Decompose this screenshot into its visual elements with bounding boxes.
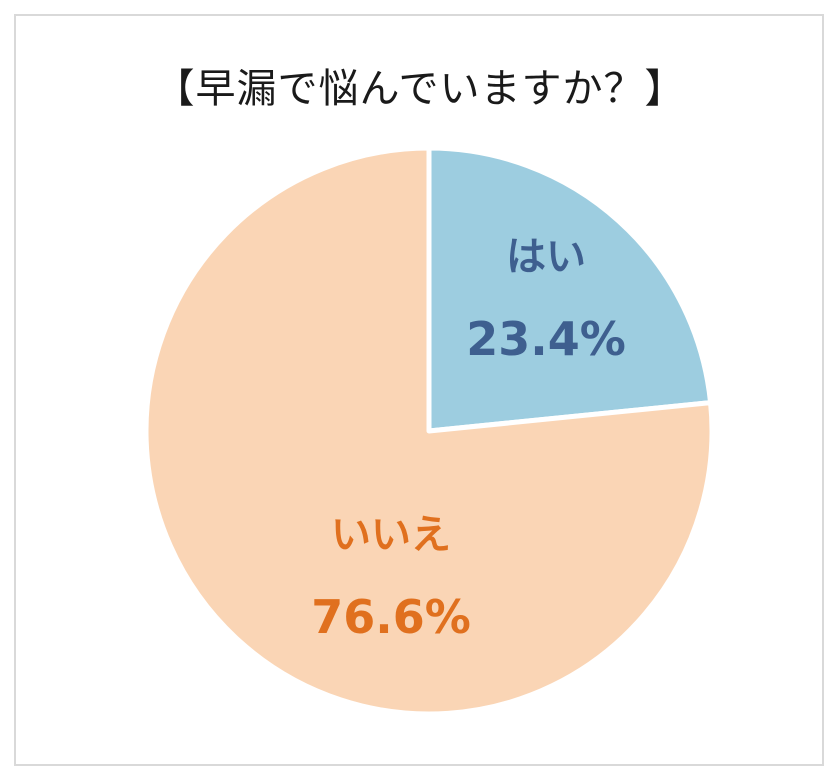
slice-value-label: 76.6%	[311, 590, 471, 644]
pie-slice-yes	[426, 145, 714, 434]
pie-slice-no	[143, 145, 715, 717]
chart-title: 【早漏で悩んでいますか？】	[154, 66, 686, 112]
slice-name-label: いいえ	[331, 512, 451, 558]
slice-value-label: 23.4%	[466, 312, 626, 366]
slice-name-label: はい	[506, 234, 586, 280]
